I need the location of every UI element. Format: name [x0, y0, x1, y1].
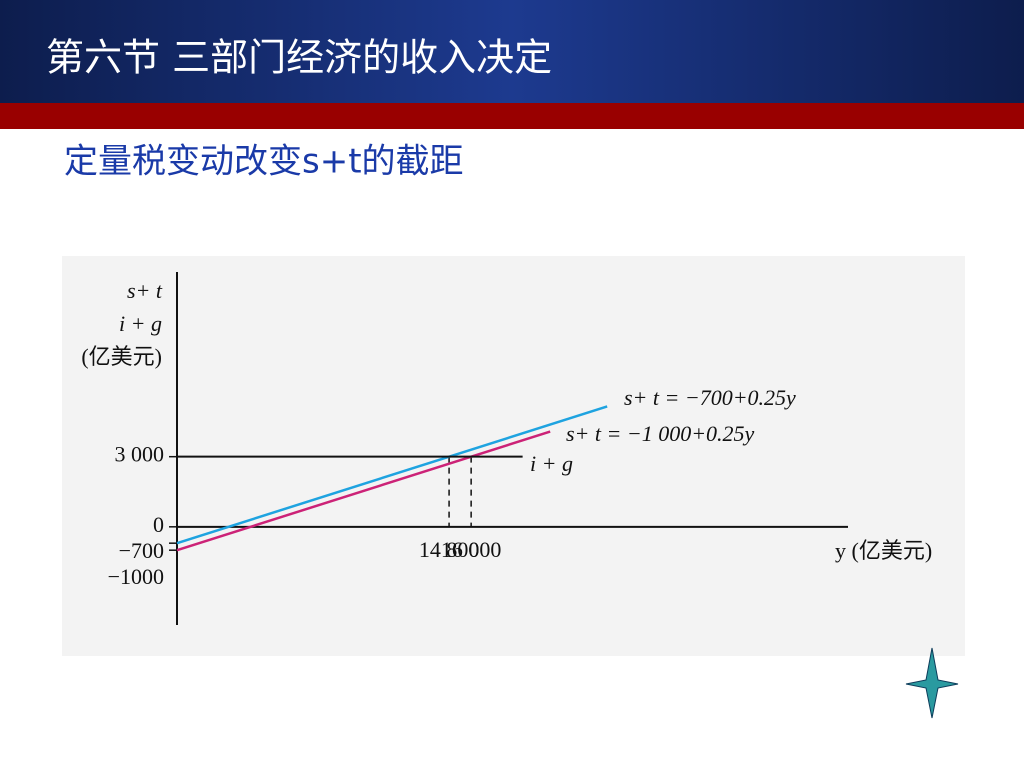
x-axis-label: y (亿美元) — [835, 538, 932, 563]
header-band — [0, 0, 1024, 103]
x-tick-label: 14 800 — [419, 537, 480, 562]
y-tick-label: 0 — [153, 512, 164, 537]
slide-title: 第六节 三部门经济的收入决定 — [46, 36, 552, 80]
series-label: s+ t = −700+0.25y — [624, 385, 796, 410]
chart: s+ t i + g (亿美元) y (亿美元) 3 000 0−700−1000 14 8… — [81, 272, 932, 625]
header-stripe — [0, 103, 1024, 129]
y-tick-label: −700 — [119, 538, 164, 563]
y-tick-label: 3 000 — [115, 442, 165, 467]
series-line — [176, 405, 608, 545]
star-icon — [905, 647, 959, 719]
y-tick-label: −1000 — [108, 564, 164, 589]
slide-subtitle: 定量税变动改变s+t的截距 — [64, 142, 464, 182]
series-label: s+ t = −1 000+0.25y — [566, 421, 755, 446]
y-axis-label: s+ t — [127, 278, 163, 303]
x-tick-label: 16 000 — [441, 537, 502, 562]
series-line — [176, 430, 551, 552]
y-axis-label: (亿美元) — [81, 344, 162, 369]
y-axis-label: i + g — [119, 311, 162, 336]
series-label: i + g — [530, 451, 573, 476]
